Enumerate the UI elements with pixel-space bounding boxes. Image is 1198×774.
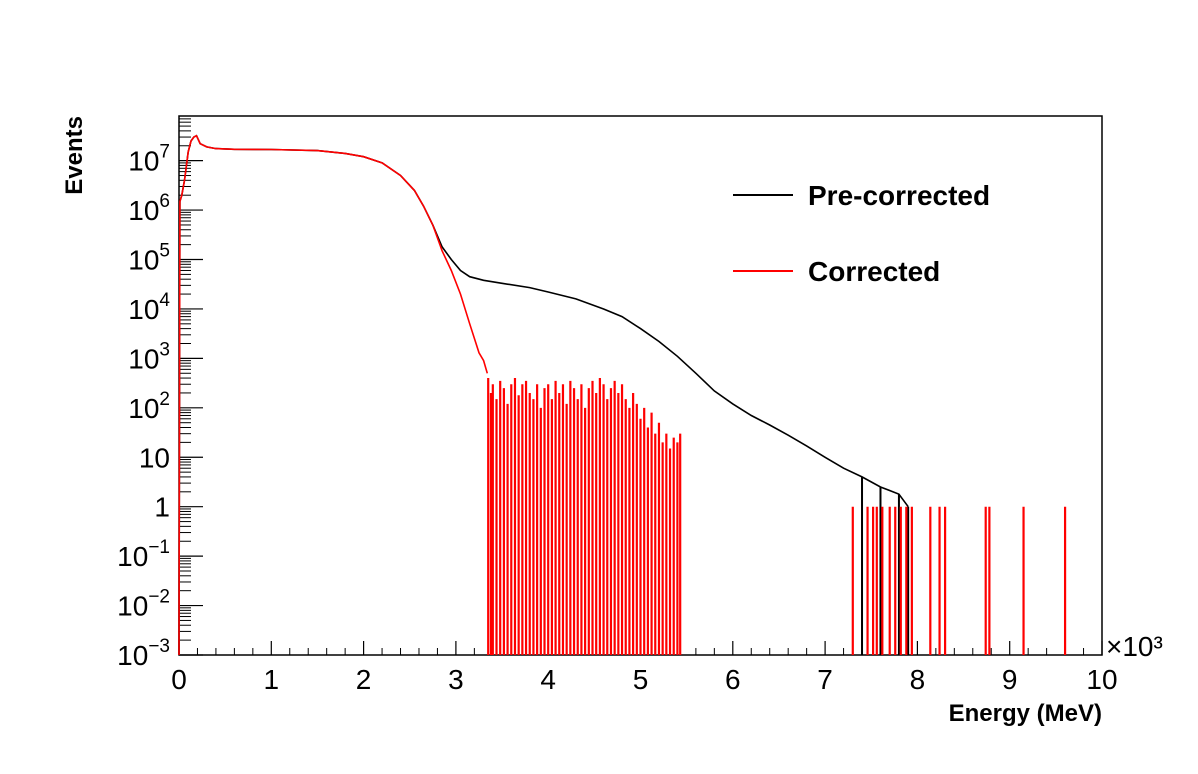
axis-ticks: 0 1 2 3 4 5 6 7 8 9 10 10−3 10−2 10−1 1 10 102 103 104 105 1…	[117, 115, 1118, 695]
legend-label-pre-corrected: Pre-corrected	[808, 180, 990, 211]
y-tick-label: 10	[139, 442, 170, 473]
x-tick-label: 2	[356, 664, 372, 695]
series-line-corrected	[178, 134, 489, 656]
x-tick-label: 10	[1086, 664, 1117, 695]
x-tick-label: 7	[817, 664, 833, 695]
x-multiplier-label: ×10³	[1106, 631, 1163, 662]
y-tick-label: 10−1	[117, 537, 170, 572]
y-tick-label: 1	[154, 492, 170, 523]
x-tick-label: 3	[448, 664, 464, 695]
y-tick-label: 10−2	[117, 587, 170, 622]
legend-label-corrected: Corrected	[808, 256, 940, 287]
x-tick-label: 8	[910, 664, 926, 695]
y-tick-label: 107	[128, 142, 170, 177]
x-tick-label: 6	[725, 664, 741, 695]
y-tick-label: 103	[128, 339, 170, 374]
x-tick-label: 4	[540, 664, 556, 695]
x-tick-label: 0	[171, 664, 187, 695]
y-tick-label: 106	[128, 191, 170, 226]
series-layer	[178, 134, 1067, 656]
y-tick-label: 104	[128, 290, 170, 325]
x-axis-title: Energy (MeV)	[949, 700, 1102, 727]
y-tick-label: 10−3	[117, 636, 170, 671]
legend: Pre-corrected Corrected	[733, 180, 990, 287]
x-tick-label: 9	[1002, 664, 1018, 695]
x-tick-label: 1	[264, 664, 280, 695]
y-tick-label: 105	[128, 241, 170, 276]
y-tick-label: 102	[128, 389, 170, 424]
x-tick-label: 5	[633, 664, 649, 695]
y-axis-title: Events	[61, 116, 88, 195]
